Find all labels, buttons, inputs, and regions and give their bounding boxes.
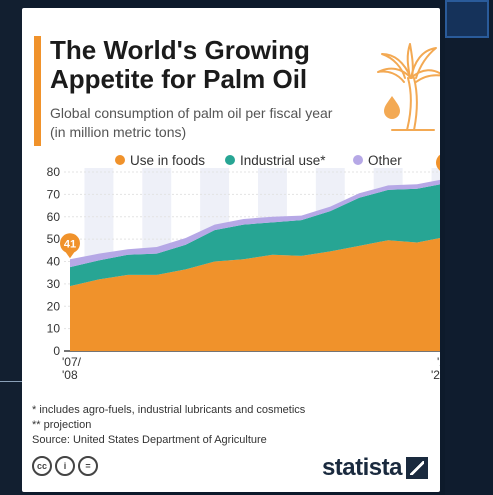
callout-pointer <box>65 251 75 259</box>
footnote-projection: ** projection <box>32 419 92 431</box>
infographic-card: The World's Growing Appetite for Palm Oi… <box>22 8 440 492</box>
area-industrial-use <box>70 184 440 287</box>
y-tick-label: 70 <box>47 187 61 201</box>
source-note: Source: United States Department of Agri… <box>32 434 267 446</box>
legend-marker <box>115 155 125 165</box>
area-use-in-foods <box>70 238 440 351</box>
x-tick-label-last: '21** <box>431 368 440 382</box>
y-tick-label: 10 <box>47 322 61 336</box>
y-tick-label: 30 <box>47 277 61 291</box>
stacked-area-chart: 01020304050607080'07/'08'20/'21**4177Use… <box>47 153 440 382</box>
statista-mark-icon <box>406 457 428 479</box>
y-tick-label: 40 <box>47 255 61 269</box>
footnote-industrial: * includes agro-fuels, industrial lubric… <box>32 404 306 416</box>
x-tick-label-first: '08 <box>62 368 78 382</box>
no-derivatives-icon[interactable]: = <box>78 456 98 476</box>
brand-name: statista <box>321 454 403 481</box>
statista-logo[interactable]: statista <box>322 454 428 482</box>
callout-badge <box>436 154 440 171</box>
palm-tree-icon <box>377 43 440 131</box>
y-tick-label: 60 <box>47 210 61 224</box>
legend-marker <box>353 155 363 165</box>
title-accent-bar <box>34 36 41 146</box>
background-divider <box>0 381 30 382</box>
callout-label: 41 <box>64 238 76 250</box>
chart-subtitle: Global consumption of palm oil per fisca… <box>50 105 333 140</box>
y-tick-label: 80 <box>47 165 61 179</box>
legend-marker <box>225 155 235 165</box>
callout-badge <box>60 233 80 254</box>
y-tick-label: 20 <box>47 299 61 313</box>
x-tick-label-first: '07/ <box>62 355 82 369</box>
area-other <box>70 179 440 268</box>
background-right-panel <box>445 0 493 495</box>
legend-label: Industrial use* <box>240 153 326 168</box>
legend-label: Use in foods <box>130 153 205 168</box>
background-corner-widget <box>445 0 489 38</box>
attribution-icon[interactable]: i <box>55 456 75 476</box>
x-tick-label-last: '20/ <box>437 355 440 369</box>
cc-icon[interactable]: cc <box>32 456 52 476</box>
footnotes: * includes agro-fuels, industrial lubric… <box>32 403 432 448</box>
chart-title: The World's Growing Appetite for Palm Oi… <box>50 35 310 94</box>
legend-label: Other <box>368 153 402 168</box>
license-icons: cc i = <box>32 456 98 476</box>
y-tick-label: 50 <box>47 232 61 246</box>
y-tick-label: 0 <box>53 344 60 358</box>
